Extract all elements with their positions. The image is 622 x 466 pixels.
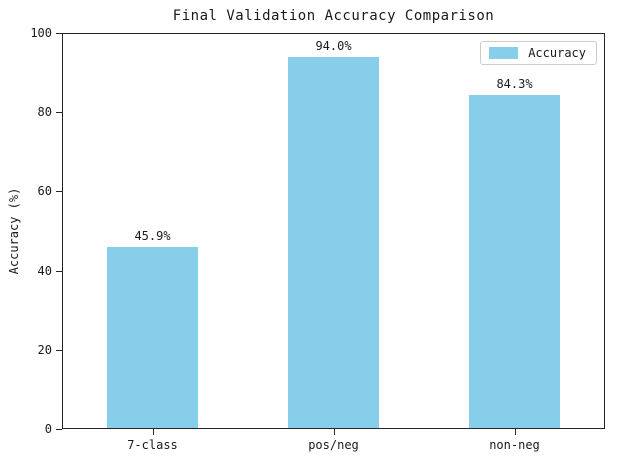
bar-pos/neg [288, 57, 379, 428]
y-axis-tick [56, 33, 62, 34]
y-axis-tick [56, 271, 62, 272]
bar-7-class [107, 247, 198, 428]
y-axis-tick-label: 60 [37, 184, 52, 198]
x-axis-tick-label: pos/neg [308, 438, 359, 452]
y-axis-tick-label: 100 [30, 26, 52, 40]
bar-non-neg [469, 95, 560, 428]
bar-value-label: 84.3% [496, 77, 533, 91]
y-axis-tick [56, 429, 62, 430]
y-axis-tick-label: 40 [37, 264, 52, 278]
legend: Accuracy [480, 41, 597, 65]
bar-value-label: 45.9% [134, 229, 171, 243]
y-axis-tick-label: 0 [44, 422, 52, 436]
y-axis-tick [56, 191, 62, 192]
x-axis-tick [515, 429, 516, 435]
y-axis-tick-label: 20 [37, 343, 52, 357]
y-axis-tick [56, 112, 62, 113]
x-axis-tick [153, 429, 154, 435]
bar-value-label: 94.0% [315, 39, 352, 53]
chart-title: Final Validation Accuracy Comparison [172, 8, 495, 24]
y-axis-tick-label: 80 [37, 105, 52, 119]
x-axis-tick [334, 429, 335, 435]
y-axis-label: Accuracy (%) [7, 187, 21, 275]
legend-label: Accuracy [528, 46, 586, 60]
y-axis-tick [56, 350, 62, 351]
legend-swatch [489, 47, 519, 59]
x-axis-tick-label: non-neg [489, 438, 540, 452]
x-axis-tick-label: 7-class [127, 438, 178, 452]
